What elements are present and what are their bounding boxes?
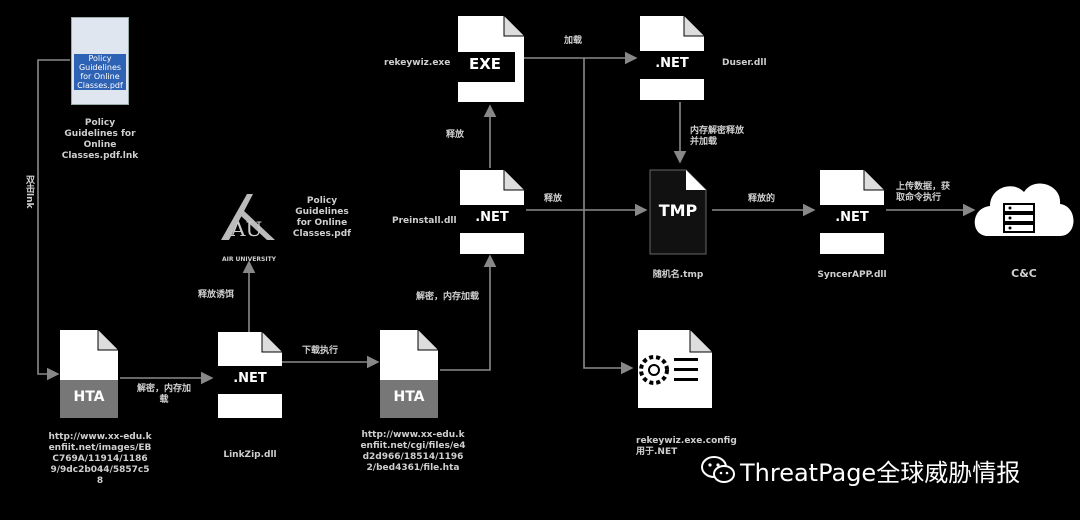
linkzip-icon-text: .NET [233, 371, 267, 386]
upload-label: 上传数据，获 取命令执行 [896, 182, 951, 203]
mem-label: 内存解密释放 并加载 [690, 126, 745, 147]
release2-label: 释放的 [748, 194, 776, 204]
net-file-icon-linkzip [216, 332, 284, 418]
hta-2-icon-text: HTA [393, 389, 425, 405]
cc-caption: C&C [1011, 267, 1037, 280]
download-label: 下载执行 [302, 346, 339, 356]
preinstall-icon-text: .NET [475, 210, 509, 225]
hta1-url: http://www.xx-edu.kenfiit.net/images/EBC… [48, 432, 152, 486]
linkzip-caption: LinkZip.dll [223, 450, 277, 460]
syncer-icon-text: .NET [835, 210, 869, 225]
pdf-caption: Policy Guidelines for Online Classes.pdf… [61, 118, 139, 161]
svg-text:AU: AU [230, 217, 262, 241]
pdf-icon-label: Policy Guidelines for Online Classes.pdf [74, 54, 126, 90]
pre-to-exe-label: 释放 [446, 130, 465, 140]
decoy-pdf-caption: Policy Guidelines for Online Classes.pdf [292, 196, 352, 239]
tmp-file-icon [649, 169, 707, 255]
load-label: 加载 [564, 36, 583, 46]
hta2-arrow-label: 解密，内存加载 [416, 292, 480, 302]
duser-caption: Duser.dll [722, 58, 767, 68]
tmp-icon-text: TMP [658, 201, 698, 220]
net-file-icon-preinstall [458, 170, 526, 254]
decoy-arrow-label: 释放诱饵 [198, 290, 235, 300]
wechat-watermark: ThreatPage全球威胁情报 [700, 452, 1020, 488]
hta1-arrow-label: 解密，内存加载 [136, 384, 191, 405]
cc-server-cloud-icon [974, 183, 1074, 236]
exe-file-icon [455, 16, 524, 102]
arrow-pdf-to-hta [37, 59, 70, 381]
watermark-text: ThreatPage全球威胁情报 [740, 458, 1021, 487]
wechat-icon [701, 456, 735, 483]
arrow-hta2-to-pre [440, 254, 497, 371]
config-file-icon [638, 330, 712, 408]
duser-icon-text: .NET [655, 56, 689, 71]
exe-icon-text: EXE [468, 55, 502, 73]
net-file-icon-syncer [818, 170, 886, 254]
config-caption: rekeywiz.exe.config 用于.NET [636, 436, 737, 457]
hta2-url: http://www.xx-edu.kenfiit.net/cgi/files/… [360, 430, 466, 473]
air-university-logo-icon: AU [221, 194, 275, 241]
pdf-shortcut-icon: Policy Guidelines for Online Classes.pdf [71, 17, 129, 105]
tmp-caption: 随机名.tmp [652, 270, 704, 280]
arrow-release-to-config [583, 58, 634, 375]
preinstall-caption: Preinstall.dll [392, 216, 457, 226]
hta-file-icon-2 [380, 330, 438, 418]
net-file-icon-duser [638, 16, 706, 100]
release-label: 释放 [544, 194, 563, 204]
hta-1-icon-text: HTA [73, 389, 105, 405]
hta-file-icon-1 [60, 330, 118, 418]
syncer-caption: SyncerAPP.dll [817, 270, 887, 280]
exe-caption: rekeywiz.exe [384, 58, 451, 68]
lnk-arrow-label: 双击lnk [24, 175, 34, 209]
au-caption: AIR UNIVERSITY [221, 256, 277, 263]
